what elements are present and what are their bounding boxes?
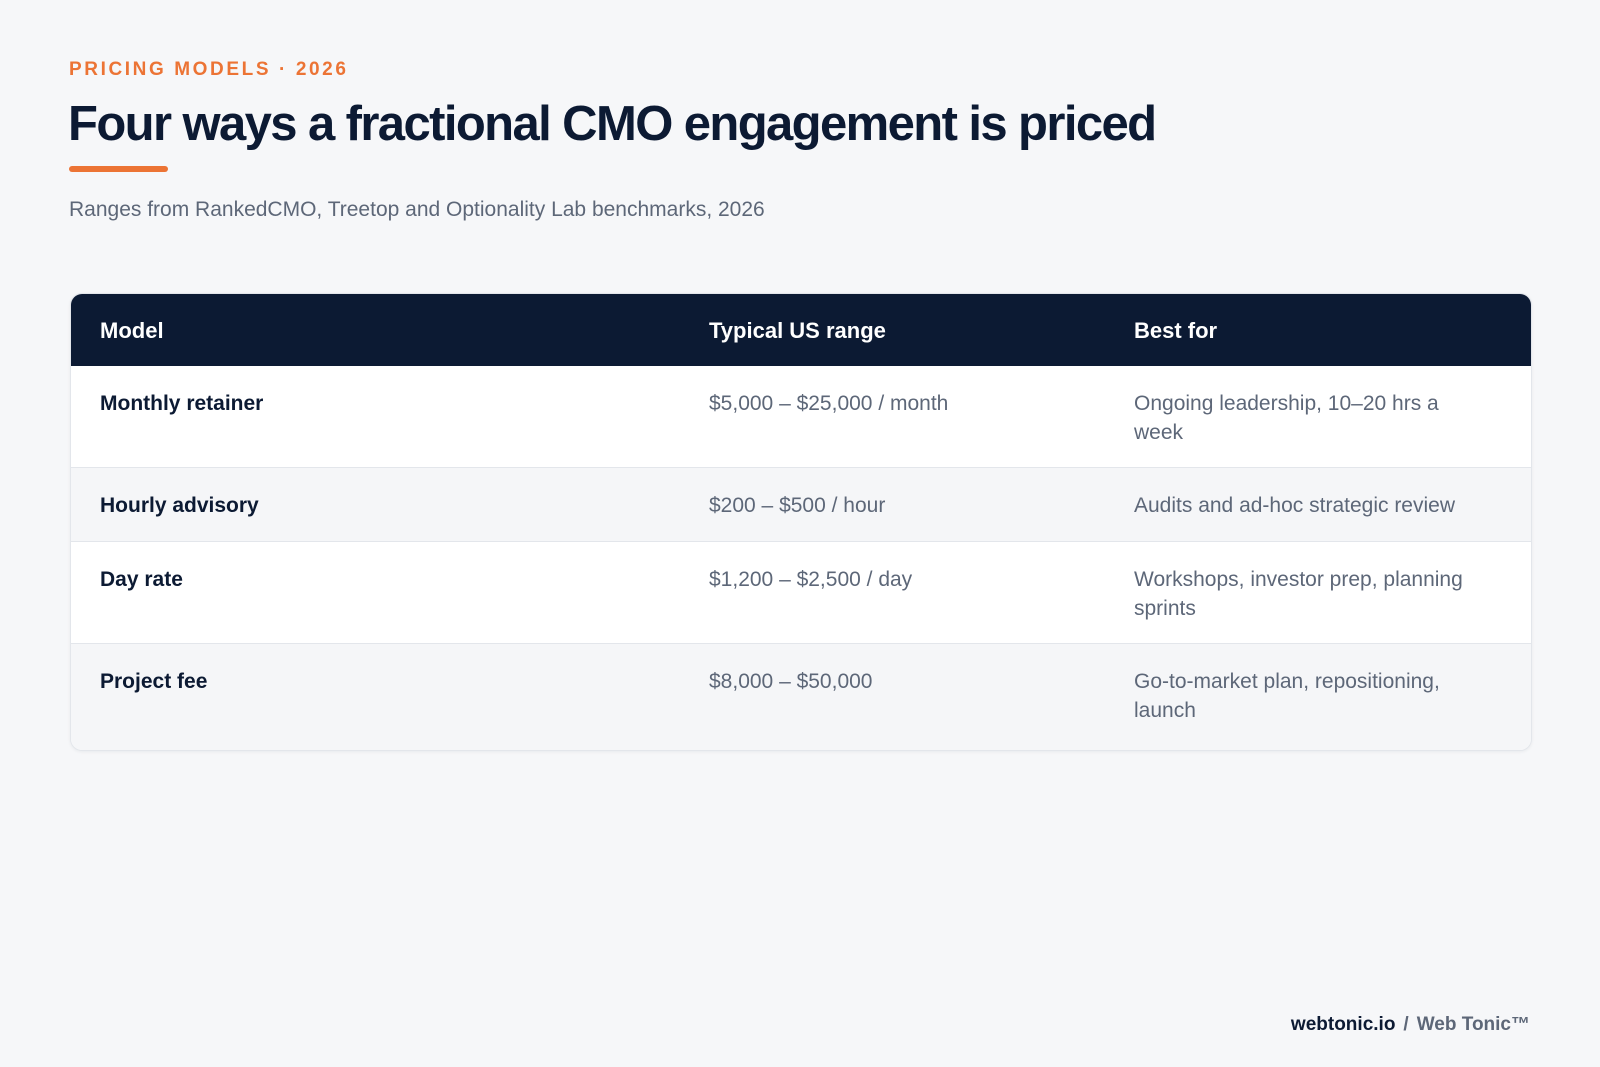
footer-credit: webtonic.io / Web Tonic™ xyxy=(1291,1012,1530,1038)
title-accent-bar xyxy=(69,166,168,172)
footer-separator: / xyxy=(1403,1014,1409,1035)
row-model: Monthly retainer xyxy=(100,392,264,415)
page-subtitle: Ranges from RankedCMO, Treetop and Optio… xyxy=(69,198,765,221)
row-model: Project fee xyxy=(100,670,208,693)
table-row: Hourly advisory $200 – $500 / hour Audit… xyxy=(71,468,1531,542)
row-best-for: Workshops, investor prep, planning sprin… xyxy=(1134,568,1463,620)
table-row: Monthly retainer $5,000 – $25,000 / mont… xyxy=(71,366,1531,468)
row-range: $8,000 – $50,000 xyxy=(709,670,873,693)
row-model: Hourly advisory xyxy=(100,494,259,517)
table-header: Model Typical US range Best for xyxy=(71,294,1531,366)
row-range: $1,200 – $2,500 / day xyxy=(709,568,913,591)
column-header-range: Typical US range xyxy=(709,318,886,343)
eyebrow-label: PRICING MODELS · 2026 xyxy=(69,59,349,80)
pricing-table: Model Typical US range Best for Monthly … xyxy=(70,293,1532,751)
row-range: $200 – $500 / hour xyxy=(709,494,886,517)
row-best-for: Audits and ad-hoc strategic review xyxy=(1134,494,1455,517)
row-best-for: Ongoing leadership, 10–20 hrs a week xyxy=(1134,392,1439,444)
table-row: Day rate $1,200 – $2,500 / day Workshops… xyxy=(71,542,1531,644)
footer-brand: Web Tonic™ xyxy=(1416,1014,1530,1035)
row-model: Day rate xyxy=(100,568,183,591)
footer-domain: webtonic.io xyxy=(1290,1014,1396,1035)
page-title: Four ways a fractional CMO engagement is… xyxy=(68,97,1157,151)
column-header-best-for: Best for xyxy=(1134,318,1218,343)
column-header-model: Model xyxy=(100,318,164,343)
table-row: Project fee $8,000 – $50,000 Go-to-marke… xyxy=(71,644,1531,750)
row-range: $5,000 – $25,000 / month xyxy=(709,392,949,415)
row-best-for: Go-to-market plan, repositioning, launch xyxy=(1134,670,1440,722)
